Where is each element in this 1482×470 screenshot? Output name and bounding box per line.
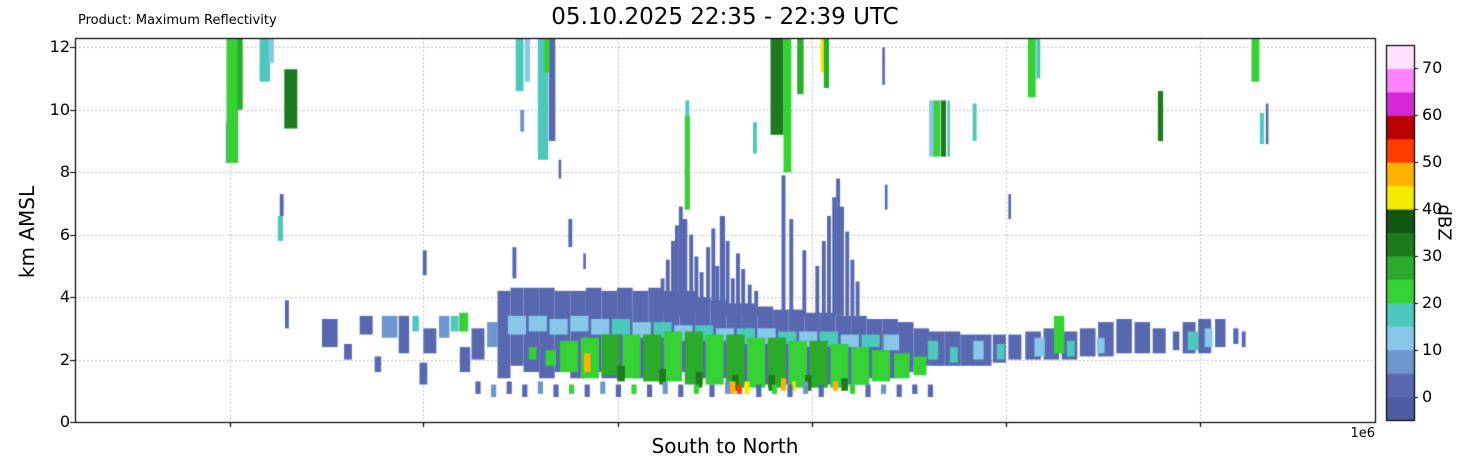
colorbar-tick-label: 20 bbox=[1422, 292, 1443, 312]
y-tick-label: 8 bbox=[59, 162, 70, 182]
chart-title: 05.10.2025 22:35 - 22:39 UTC bbox=[551, 4, 899, 30]
y-tick-label: 0 bbox=[59, 412, 70, 431]
x-axis-offset-label: 1e6 bbox=[1350, 426, 1375, 441]
x-axis-label: South to North bbox=[651, 434, 799, 458]
colorbar-tick-label: 40 bbox=[1422, 199, 1443, 219]
colorbar-tick-label: 0 bbox=[1422, 386, 1433, 406]
colorbar-tick-label: 60 bbox=[1422, 105, 1443, 125]
y-tick-label: 10 bbox=[49, 99, 70, 119]
y-tick-label: 4 bbox=[59, 287, 70, 307]
y-tick-label: 2 bbox=[59, 349, 70, 369]
product-label: Product: Maximum Reflectivity bbox=[78, 13, 277, 28]
colorbar-tick-label: 30 bbox=[1422, 245, 1443, 265]
colorbar-tick-label: 70 bbox=[1422, 58, 1443, 78]
colorbar-tick-label: 50 bbox=[1422, 152, 1443, 172]
y-tick-label: 6 bbox=[59, 224, 70, 244]
y-tick-label: 12 bbox=[49, 37, 70, 57]
colorbar-tick-label: 10 bbox=[1422, 339, 1443, 359]
